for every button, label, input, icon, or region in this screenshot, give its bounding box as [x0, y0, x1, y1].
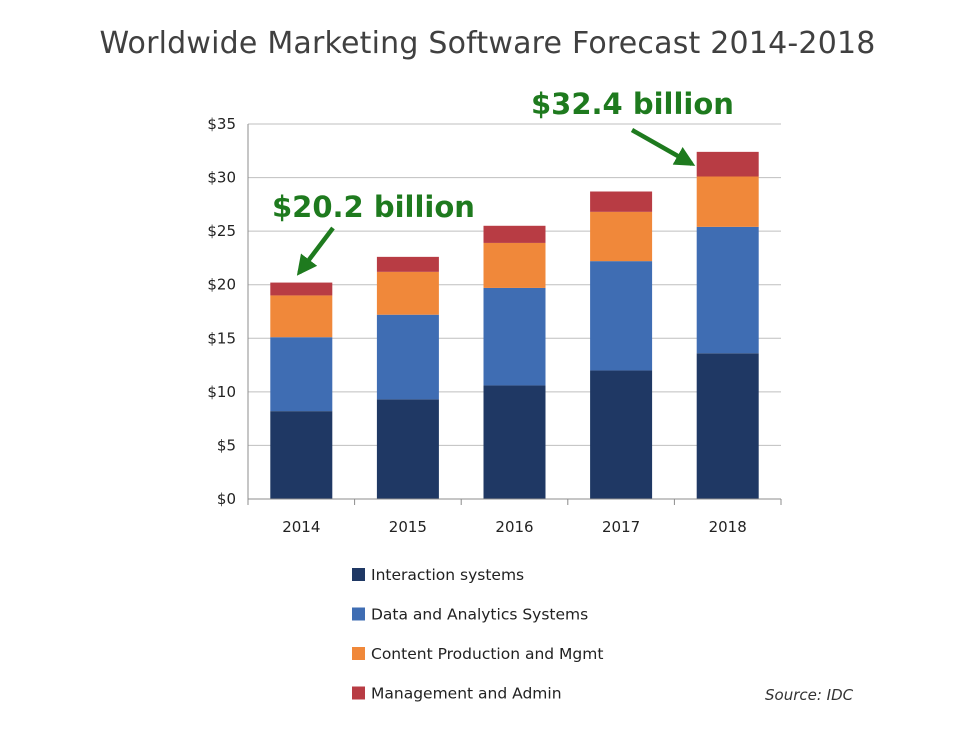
annotation-label: $32.4 billion	[531, 87, 734, 121]
axes	[247, 124, 782, 505]
x-tick-label: 2015	[389, 518, 427, 536]
bar-segment	[483, 287, 546, 386]
bar-segment	[376, 271, 439, 315]
bar-segment	[696, 151, 759, 177]
y-tick-label: $35	[207, 115, 236, 133]
y-tick-label: $5	[217, 436, 236, 454]
bar-segment	[376, 314, 439, 400]
bar-segment	[696, 176, 759, 227]
x-tick-label: 2016	[495, 518, 533, 536]
annotation-label: $20.2 billion	[272, 190, 475, 224]
y-tick-label: $30	[207, 169, 236, 187]
chart-title: Worldwide Marketing Software Forecast 20…	[99, 26, 876, 61]
y-tick-label: $10	[207, 383, 236, 401]
legend-swatch	[352, 647, 365, 660]
legend-swatch	[352, 568, 365, 581]
bar-segment	[376, 256, 439, 272]
annotation-arrow	[296, 226, 335, 276]
bar-segment	[590, 191, 653, 212]
bar-segment	[590, 370, 653, 499]
annotations: $20.2 billion $32.4 billion	[272, 87, 734, 276]
x-tick-label: 2014	[282, 518, 320, 536]
bars	[270, 151, 759, 499]
bar-segment	[376, 399, 439, 499]
legend-swatch	[352, 686, 365, 700]
bar-segment	[483, 225, 546, 243]
bar-segment	[483, 242, 546, 288]
legend-swatch	[352, 607, 365, 621]
bar-segment	[590, 261, 653, 371]
source-note: Source: IDC	[765, 686, 854, 704]
bar-segment	[270, 295, 333, 338]
bar-segment	[590, 211, 653, 262]
y-tick-label: $0	[217, 490, 236, 508]
y-tick-label: $25	[207, 222, 236, 240]
annotation-arrow	[630, 128, 696, 166]
x-tick-label: 2017	[602, 518, 640, 536]
bar-segment	[696, 353, 759, 499]
bar-segment	[270, 282, 333, 296]
legend-label: Management and Admin	[371, 685, 562, 703]
legend-label: Interaction systems	[371, 566, 524, 584]
bar-segment	[483, 385, 546, 499]
y-axis-tick-labels: $0 $5 $10 $15 $20 $25 $30 $35	[207, 115, 236, 508]
legend-label: Data and Analytics Systems	[371, 606, 588, 624]
legend-label: Content Production and Mgmt	[371, 645, 603, 663]
bar-segment	[270, 411, 333, 499]
y-tick-label: $15	[207, 329, 236, 347]
legend: Interaction systems Data and Analytics Sy…	[352, 566, 603, 703]
bar-segment	[696, 226, 759, 354]
bar-segment	[270, 337, 333, 412]
x-tick-label: 2018	[709, 518, 747, 536]
x-axis-tick-labels: 2014 2015 2016 2017 2018	[282, 518, 747, 536]
y-tick-label: $20	[207, 276, 236, 294]
